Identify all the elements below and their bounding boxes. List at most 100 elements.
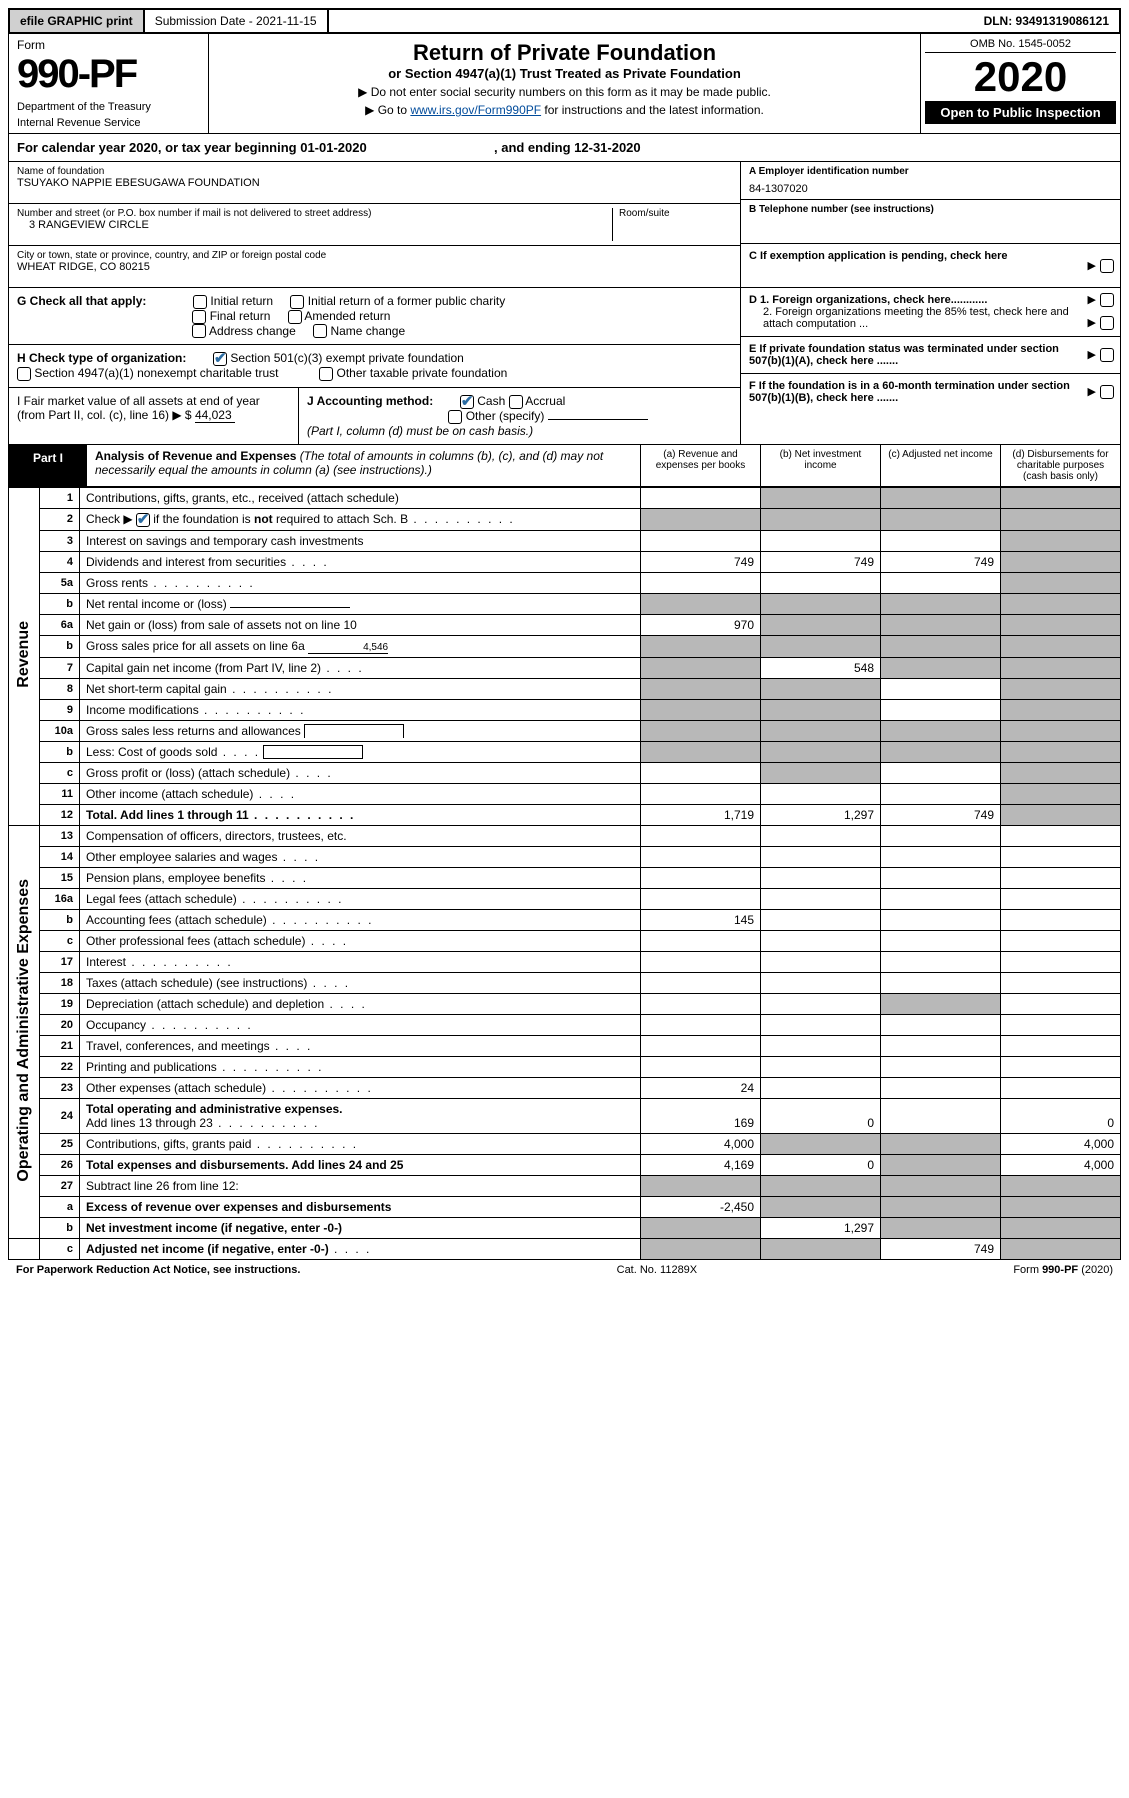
ck-other-method[interactable] [448,410,462,424]
r13: Compensation of officers, directors, tru… [80,825,641,846]
address: 3 RANGEVIEW CIRCLE [17,219,612,231]
r26a: 4,169 [641,1154,761,1175]
r23a: 24 [641,1077,761,1098]
r10a: Gross sales less returns and allowances [80,720,641,741]
ck-c-pending[interactable] [1100,259,1114,273]
g3-label: Final return [210,309,271,323]
r4b: 749 [761,551,881,572]
r6b: Gross sales price for all assets on line… [80,635,641,657]
form-header: Form 990-PF Department of the Treasury I… [8,34,1121,134]
r19: Depreciation (attach schedule) and deple… [80,993,641,1014]
r26b: 0 [761,1154,881,1175]
r16a: Legal fees (attach schedule) [80,888,641,909]
r8: Net short-term capital gain [80,678,641,699]
ck-d1[interactable] [1100,293,1114,307]
r24b: 0 [761,1098,881,1133]
r27a-a: -2,450 [641,1196,761,1217]
r27b-b: 1,297 [761,1217,881,1238]
ein: 84-1307020 [749,177,1112,195]
g5-label: Address change [209,324,296,338]
g4-label: Amended return [304,309,390,323]
r27c: Adjusted net income (if negative, enter … [80,1238,641,1259]
ck-cash[interactable] [460,395,474,409]
r15: Pension plans, employee benefits [80,867,641,888]
room-label: Room/suite [619,208,732,219]
cal-begin: For calendar year 2020, or tax year begi… [17,140,367,155]
col-a-header: (a) Revenue and expenses per books [640,445,760,486]
ck-d2[interactable] [1100,316,1114,330]
ck-amended-return[interactable] [288,310,302,324]
j-note: (Part I, column (d) must be on cash basi… [307,424,533,438]
fmv-value: 44,023 [195,408,235,423]
r25a: 4,000 [641,1133,761,1154]
dln: DLN: 93491319086121 [974,10,1119,32]
ck-schb[interactable] [136,513,150,527]
foundation-name: TSUYAKO NAPPIE EBESUGAWA FOUNDATION [17,177,732,189]
r12a: 1,719 [641,804,761,825]
r12: Total. Add lines 1 through 11 [80,804,641,825]
r10b: Less: Cost of goods sold [80,741,641,762]
ck-final-return[interactable] [192,310,206,324]
goto-note: ▶ Go to www.irs.gov/Form990PF for instru… [215,103,914,117]
ck-address-change[interactable] [192,324,206,338]
ck-4947a1[interactable] [17,367,31,381]
r18: Taxes (attach schedule) (see instruction… [80,972,641,993]
ck-other-taxable[interactable] [319,367,333,381]
form-page: efile GRAPHIC print Submission Date - 20… [0,0,1129,1288]
col-b-header: (b) Net investment income [760,445,880,486]
ck-initial-public[interactable] [290,295,304,309]
submission-date: Submission Date - 2021-11-15 [145,10,329,32]
paperwork-notice: For Paperwork Reduction Act Notice, see … [16,1264,300,1276]
section-i-j: I Fair market value of all assets at end… [9,388,740,444]
telephone-label: B Telephone number (see instructions) [749,204,1112,215]
part1-title: Analysis of Revenue and Expenses [95,449,296,463]
ck-f[interactable] [1100,385,1114,399]
r16b: Accounting fees (attach schedule) [80,909,641,930]
form-subtitle: or Section 4947(a)(1) Trust Treated as P… [215,66,914,81]
top-bar: efile GRAPHIC print Submission Date - 20… [8,8,1121,34]
r4c: 749 [881,551,1001,572]
r1: Contributions, gifts, grants, etc., rece… [80,487,641,508]
r4a: 749 [641,551,761,572]
r7: Capital gain net income (from Part IV, l… [80,657,641,678]
part1-table: Revenue 1Contributions, gifts, grants, e… [8,487,1121,1260]
foundation-name-label: Name of foundation [17,166,732,177]
r27c-c: 749 [881,1238,1001,1259]
r11: Other income (attach schedule) [80,783,641,804]
cat-no: Cat. No. 11289X [617,1264,698,1276]
efile-print-button[interactable]: efile GRAPHIC print [10,10,145,32]
r17: Interest [80,951,641,972]
section-g: G Check all that apply: Initial return I… [9,288,740,345]
col-d-header: (d) Disbursements for charitable purpose… [1000,445,1120,486]
goto-pre: ▶ Go to [365,103,410,117]
dept-treasury: Department of the Treasury [17,101,200,113]
r25d: 4,000 [1001,1133,1121,1154]
ck-initial-return[interactable] [193,295,207,309]
j-other: Other (specify) [466,409,545,423]
ein-label: A Employer identification number [749,166,1112,177]
irs-link[interactable]: www.irs.gov/Form990PF [410,103,541,117]
r3: Interest on savings and temporary cash i… [80,530,641,551]
tax-year: 2020 [925,53,1116,101]
ck-name-change[interactable] [313,324,327,338]
ck-e[interactable] [1100,348,1114,362]
r23: Other expenses (attach schedule) [80,1077,641,1098]
r16c: Other professional fees (attach schedule… [80,930,641,951]
ssn-note: ▶ Do not enter social security numbers o… [215,85,914,99]
section-h: H Check type of organization: Section 50… [9,345,740,388]
form-ref: Form 990-PF (2020) [1013,1264,1113,1276]
g-label: G Check all that apply: [17,294,146,308]
j-cash: Cash [477,394,505,408]
ck-501c3[interactable] [213,352,227,366]
r12c: 749 [881,804,1001,825]
r22: Printing and publications [80,1056,641,1077]
e-label: E If private foundation status was termi… [749,343,1112,367]
part1-header: Part I Analysis of Revenue and Expenses … [8,445,1121,487]
city-label: City or town, state or province, country… [17,250,732,261]
ck-accrual[interactable] [509,395,523,409]
r10c: Gross profit or (loss) (attach schedule) [80,762,641,783]
r6a-a: 970 [641,614,761,635]
r6a: Net gain or (loss) from sale of assets n… [80,614,641,635]
r5b: Net rental income or (loss) [80,593,641,614]
r27: Subtract line 26 from line 12: [80,1175,641,1196]
